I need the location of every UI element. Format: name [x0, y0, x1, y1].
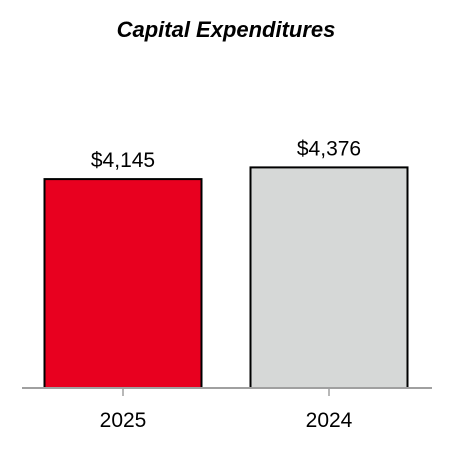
bar-2024: [249, 166, 409, 389]
bar-2025: [43, 178, 203, 389]
bars-layer: $4,145 $4,376: [43, 137, 409, 389]
x-tick-label-2025: 2025: [100, 409, 147, 432]
data-label-2025: $4,145: [91, 149, 155, 172]
x-tick-label-2024: 2024: [306, 409, 353, 432]
chart-title: Capital Expenditures: [117, 17, 336, 42]
x-axis: 2025 2024: [22, 387, 432, 432]
data-label-2024: $4,376: [297, 137, 361, 160]
